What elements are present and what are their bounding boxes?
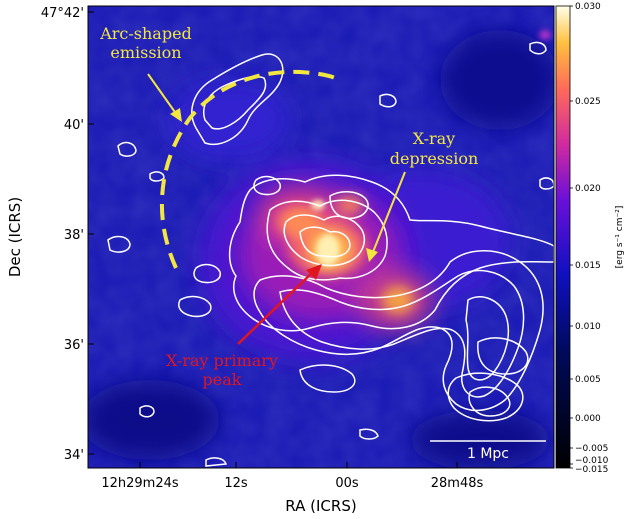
y-tick-label: 36' — [64, 338, 84, 353]
colorbar-tick-label: 0.005 — [575, 375, 601, 385]
y-tick-label: 34' — [64, 448, 84, 463]
colorbar-unit-label: [erg s⁻¹ cm⁻²] — [615, 206, 625, 269]
x-tick-label: 12s — [224, 476, 248, 491]
peak-arrow — [237, 264, 322, 345]
colorbar-tick-label: 0.020 — [575, 184, 601, 194]
x-tick-label: 00s — [335, 476, 359, 491]
y-axis-title: Dec (ICRS) — [6, 197, 24, 277]
colorbar-tick-label: 0.000 — [575, 414, 601, 424]
scale-bar-label: 1 Mpc — [467, 446, 509, 462]
xray-primary-peak — [311, 30, 551, 266]
scale-bar: 1 Mpc — [430, 440, 546, 462]
x-tick-label: 28m48s — [431, 476, 484, 491]
arc-arrow — [147, 73, 182, 122]
colorbar-tick-label: 0.010 — [575, 322, 601, 332]
depression-label-line2: depression — [390, 149, 479, 168]
colorbar-tick-label: 0.030 — [575, 2, 601, 12]
x-axis-title: RA (ICRS) — [285, 497, 356, 515]
colorbar-tick-label: −0.015 — [575, 465, 608, 475]
colorbar-tick-label: −0.010 — [575, 456, 609, 466]
x-tick-label: 12h29m24s — [101, 476, 179, 491]
image-panel: Arc-shaped emission X-ray depression X-r… — [88, 6, 554, 468]
axis-ticks — [88, 11, 458, 468]
colorbar-tick-label: 0.025 — [575, 97, 601, 107]
y-tick-label: 40' — [64, 118, 84, 133]
y-tick-label: 38' — [64, 228, 84, 243]
colorbar-tick-label: 0.015 — [575, 261, 601, 271]
peak-label-line2: peak — [203, 370, 242, 389]
arc-label-line2: emission — [110, 43, 181, 62]
image-frame — [87, 5, 555, 469]
radio-contours — [107, 41, 554, 467]
y-tick-label: 47°42' — [41, 6, 84, 21]
arc-label-line1: Arc-shaped — [99, 24, 192, 43]
depression-label-line1: X-ray — [413, 129, 455, 148]
colorbar-tick-label: −0.005 — [575, 444, 608, 454]
colorbar: 0.030 0.025 0.020 0.015 0.010 0.005 0.00… — [555, 2, 625, 475]
depression-arrow — [366, 171, 406, 262]
peak-label-line1: X-ray primary — [166, 351, 278, 370]
